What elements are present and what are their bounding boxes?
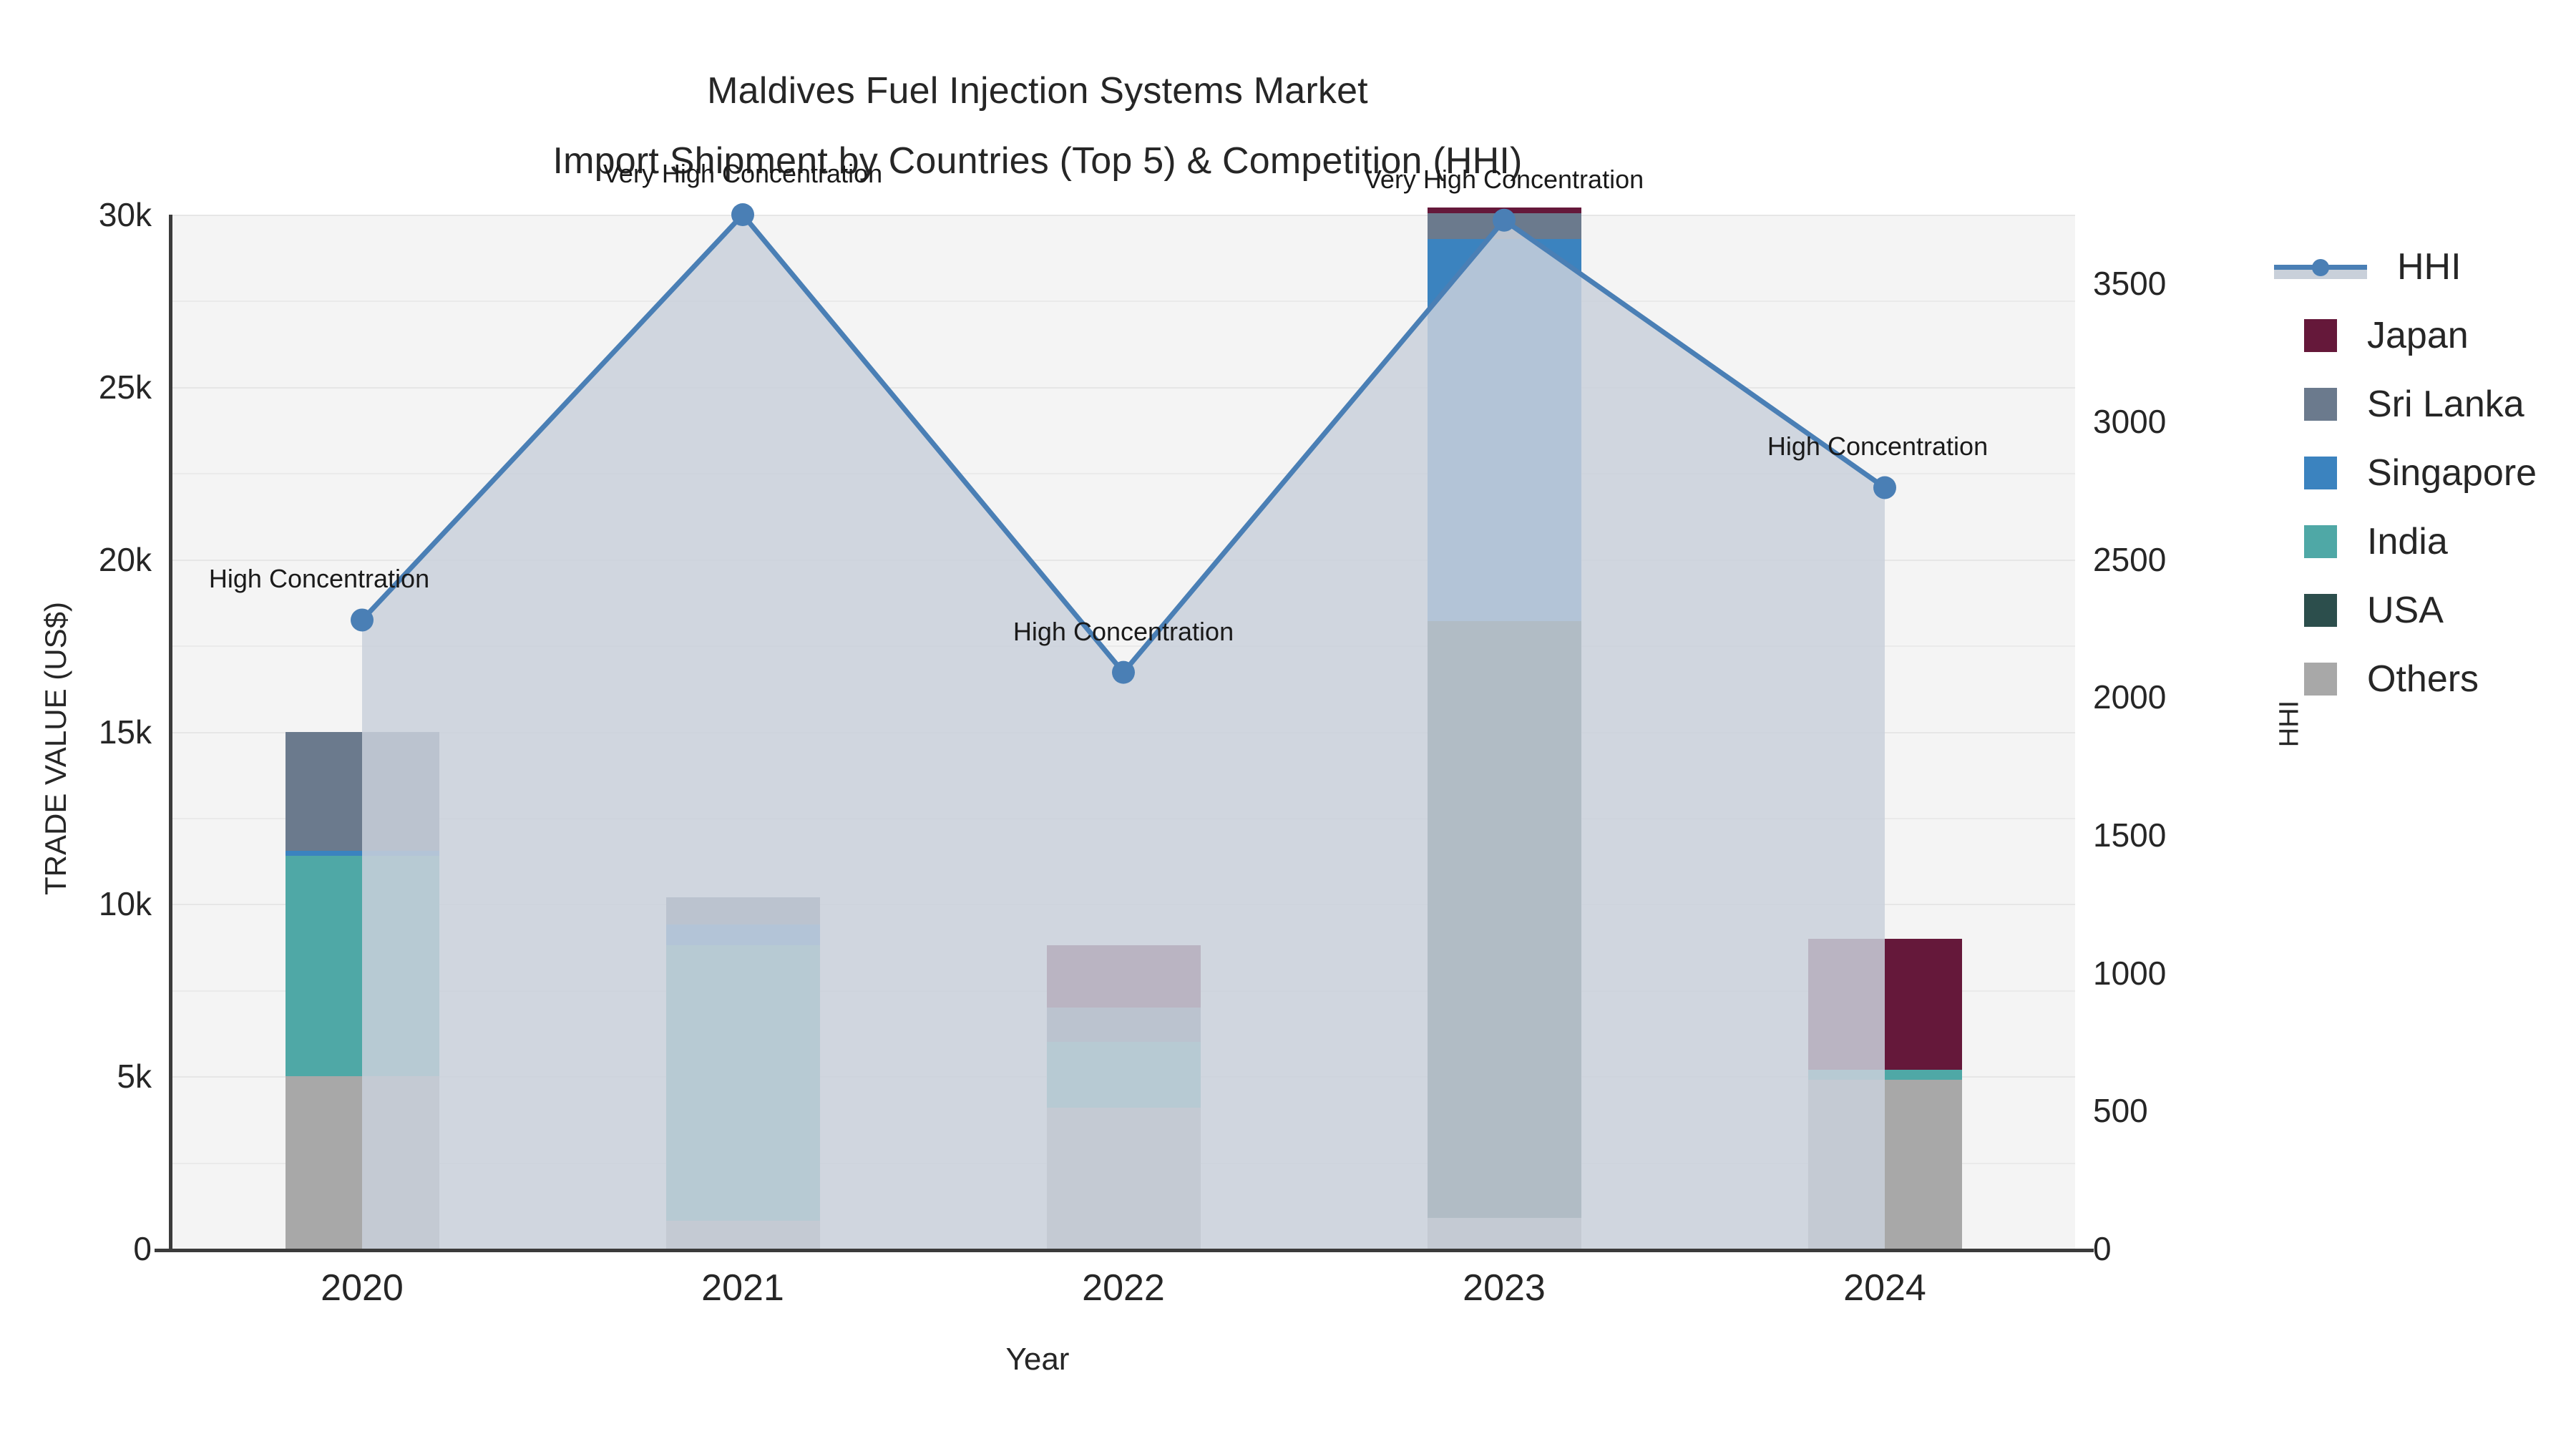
hhi-data-point[interactable]: [1493, 208, 1516, 232]
hhi-data-point[interactable]: [1873, 476, 1896, 499]
legend-label: HHI: [2397, 246, 2462, 288]
y-axis-right-tick-label: 1500: [2093, 816, 2167, 854]
hhi-annotation-2024: High Concentration: [1767, 431, 1989, 462]
y-axis-right-tick-label: 2500: [2093, 540, 2167, 578]
gridline: [172, 559, 2075, 561]
legend-label: Japan: [2367, 315, 2469, 356]
y-axis-spine: [169, 215, 172, 1252]
legend-label: Singapore: [2367, 452, 2537, 494]
y-axis-left-tick-label: 10k: [98, 885, 152, 923]
legend-swatch-icon: [2304, 663, 2337, 696]
y-axis-right-tick-label: 1000: [2093, 954, 2167, 992]
plot-area: [172, 203, 2075, 1250]
gridline: [172, 645, 2075, 648]
x-axis-tick-label-2021: 2021: [701, 1267, 784, 1309]
legend-swatch-icon: [2304, 594, 2337, 627]
legend-label: Sri Lanka: [2367, 384, 2524, 425]
hhi-data-point[interactable]: [731, 203, 754, 226]
gridline: [172, 215, 2075, 216]
x-axis-tick-label-2023: 2023: [1463, 1267, 1546, 1309]
legend-swatch-icon: [2304, 388, 2337, 421]
hhi-marker-group: [351, 203, 1896, 684]
legend-label: Others: [2367, 658, 2479, 700]
y-axis-left-tick-label: 5k: [117, 1058, 152, 1096]
gridline: [172, 301, 2075, 303]
hhi-data-point[interactable]: [351, 608, 374, 632]
y-axis-left-tick-label: 15k: [98, 713, 152, 751]
x-axis-tick-label-2020: 2020: [321, 1267, 404, 1309]
hhi-annotation-2023: Very High Concentration: [1364, 164, 1644, 194]
y-axis-left-tick-label: 30k: [98, 196, 152, 233]
hhi-annotation-2021: Very High Concentration: [602, 159, 883, 188]
y-axis-left-tick-label: 25k: [98, 368, 152, 406]
y-axis-right-tick-label: 2000: [2093, 678, 2167, 716]
hhi-annotation-2020: High Concentration: [208, 564, 430, 594]
x-axis-title: Year: [1005, 1342, 1070, 1377]
legend-swatch-icon: [2304, 525, 2337, 558]
chart-title: Maldives Fuel Injection Systems Market I…: [0, 56, 2075, 196]
y-axis-left-title: TRADE VALUE (US$): [39, 602, 72, 895]
x-axis-spine: [155, 1249, 2094, 1252]
legend-swatch-icon: [2304, 319, 2337, 352]
legend-marker-dot: [2312, 258, 2329, 276]
hhi-annotation-2022: High Concentration: [1013, 616, 1234, 646]
legend-swatch-icon: [2304, 457, 2337, 489]
gridline: [172, 473, 2075, 475]
legend-label: USA: [2367, 590, 2444, 631]
legend-item-japan[interactable]: Japan: [2274, 301, 2537, 370]
legend-label: India: [2367, 521, 2448, 562]
legend-item-india[interactable]: India: [2274, 507, 2537, 576]
y-axis-right-tick-label: 3000: [2093, 403, 2167, 440]
legend: HHI Japan Sri Lanka Singapore India USA Others: [2274, 233, 2537, 713]
hhi-line-series: [351, 203, 1896, 1249]
legend-item-usa[interactable]: USA: [2274, 576, 2537, 645]
hhi-area-fill: [362, 215, 1885, 1249]
legend-item-sri-lanka[interactable]: Sri Lanka: [2274, 370, 2537, 439]
legend-item-others[interactable]: Others: [2274, 645, 2537, 713]
y-axis-right-tick-label: 3500: [2093, 265, 2167, 303]
x-axis-tick-label-2024: 2024: [1843, 1267, 1926, 1309]
chart-title-line-1: Maldives Fuel Injection Systems Market: [707, 70, 1368, 112]
y-axis-right-tick-label: 0: [2093, 1230, 2112, 1267]
legend-item-hhi[interactable]: HHI: [2274, 233, 2537, 301]
y-axis-left-tick-label: 0: [133, 1230, 152, 1267]
y-axis-left-tick-label: 20k: [98, 540, 152, 578]
chart-title-line-2: Import Shipment by Countries (Top 5) & C…: [552, 140, 1523, 182]
legend-line-key-icon: [2274, 250, 2367, 283]
legend-item-singapore[interactable]: Singapore: [2274, 439, 2537, 507]
gridline: [172, 386, 2075, 389]
x-axis-tick-label-2022: 2022: [1082, 1267, 1165, 1309]
y-axis-right-tick-label: 500: [2093, 1092, 2148, 1130]
hhi-data-point[interactable]: [1112, 660, 1135, 684]
